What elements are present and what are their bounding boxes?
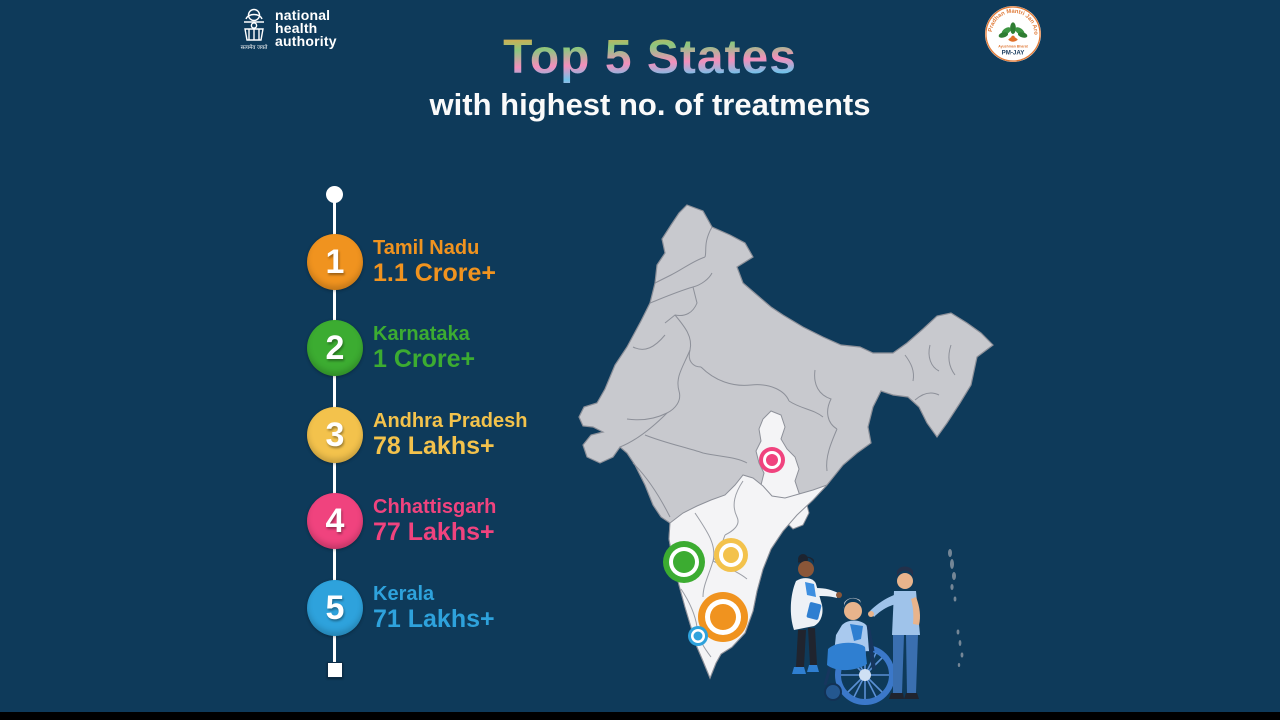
state-name-5: Kerala (373, 582, 435, 605)
state-value-3: 78 Lakhs+ (373, 432, 495, 461)
rank-item-1: 1 Tamil Nadu 1.1 Crore+ (307, 233, 627, 291)
marker-kerala (688, 626, 708, 646)
pmjay-brand: Ayushman Bharat (998, 45, 1028, 49)
state-value-5: 71 Lakhs+ (373, 605, 495, 634)
rank-item-4: 4 Chhattisgarh 77 Lakhs+ (307, 492, 627, 550)
letterbox-bar (0, 712, 1280, 720)
nha-line1: national (275, 7, 331, 23)
header-titles: Top 5 States with highest no. of treatme… (340, 30, 960, 123)
page-title: Top 5 States (503, 31, 797, 84)
marker-karnataka (663, 541, 705, 583)
marker-andhra-pradesh (714, 538, 748, 572)
state-value-1: 1.1 Crore+ (373, 259, 496, 288)
state-name-3: Andhra Pradesh (373, 409, 528, 432)
healthcare-illustration (790, 554, 920, 705)
marker-tamil-nadu (698, 592, 748, 642)
state-name-4: Chhattisgarh (373, 495, 497, 518)
state-borders (619, 226, 956, 518)
state-value-2: 1 Crore+ (373, 345, 476, 374)
nurse-figure (868, 566, 920, 699)
islands (948, 549, 964, 667)
state-value-4: 77 Lakhs+ (373, 518, 495, 547)
rank-badge-5: 5 (307, 580, 363, 636)
india-map (578, 204, 994, 680)
rank-item-2: 2 Karnataka 1 Crore+ (307, 319, 627, 377)
nha-logo-text: national health authority (275, 7, 337, 49)
state-name-2: Karnataka (373, 322, 470, 345)
doctor-figure (790, 554, 842, 674)
page-subtitle: with highest no. of treatments (429, 87, 871, 122)
state-name-1: Tamil Nadu (373, 236, 480, 259)
rank-badge-2: 2 (307, 320, 363, 376)
pmjay-plant-icon (998, 22, 1028, 42)
nha-line2: health (275, 20, 318, 36)
nha-line3: authority (275, 33, 337, 49)
rank-item-5: 5 Kerala 71 Lakhs+ (307, 579, 627, 637)
pmjay-logo: Pradhan Mantri Jan Arogya Yojana Ayushma… (984, 5, 1042, 63)
nha-logo: सत्यमेव जयते national health authority (238, 6, 337, 52)
emblem-caption: सत्यमेव जयते (241, 44, 269, 51)
rank-item-3: 3 Andhra Pradesh 78 Lakhs+ (307, 406, 627, 464)
rank-badge-3: 3 (307, 407, 363, 463)
rank-badge-4: 4 (307, 493, 363, 549)
pmjay-name: PM-JAY (1002, 49, 1026, 56)
timeline-start-dot (326, 186, 343, 203)
timeline-end-square (327, 662, 343, 678)
ashoka-emblem-icon: सत्यमेव जयते (241, 8, 269, 51)
rank-badge-1: 1 (307, 234, 363, 290)
marker-chhattisgarh (759, 447, 785, 473)
patient-wheelchair-figure (823, 597, 895, 705)
